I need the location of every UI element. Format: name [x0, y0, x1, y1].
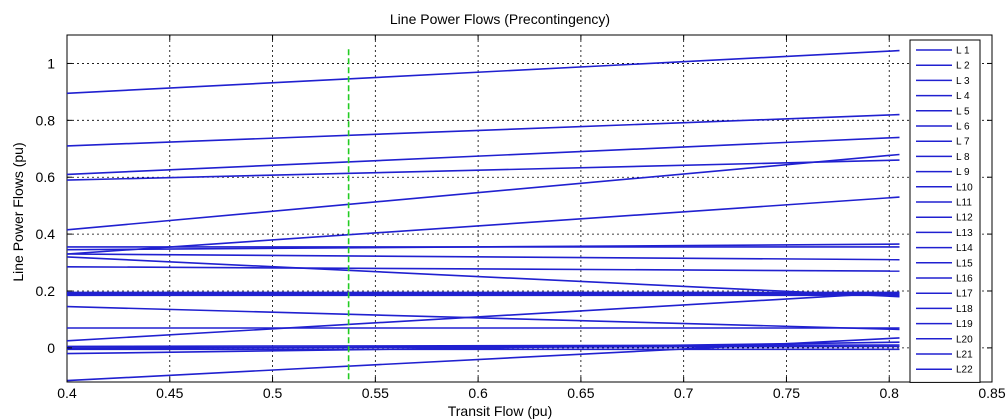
- series-line-l15: [66, 305, 900, 331]
- y-tick-label: 0.6: [36, 169, 56, 185]
- legend-entry-label: L 5: [956, 106, 970, 117]
- legend-entry-label: L16: [956, 274, 973, 285]
- x-tick-label: 0.75: [773, 385, 800, 401]
- x-tick-label: 0.4: [57, 385, 77, 401]
- legend-entry-label: L21: [956, 350, 973, 361]
- legend-entry-label: L 9: [956, 167, 970, 178]
- series-line-l10: [66, 256, 900, 298]
- x-tick-label: 0.55: [362, 385, 389, 401]
- legend-entry-label: L 6: [956, 122, 970, 133]
- grid: [67, 35, 992, 382]
- legend-entry-label: L 4: [956, 91, 970, 102]
- x-tick-label: 0.8: [879, 385, 899, 401]
- legend-entry-label: L22: [956, 365, 973, 376]
- y-axis-ticks: 0 0.2 0.4 0.6 0.8 1: [36, 55, 992, 356]
- plot-area-frame: [66, 34, 993, 383]
- legend-items: L 1 L 2 L 3 L 4 L 5 L 6 L 7 L 8 L 9 L10 L11 L12 L13 L…: [916, 46, 973, 376]
- series-line-l3: [66, 136, 900, 176]
- x-tick-label: 0.65: [567, 385, 594, 401]
- legend-entry-label: L 3: [956, 76, 970, 87]
- series-line-l6: [66, 196, 900, 255]
- y-tick-label: 0.8: [36, 112, 56, 128]
- series-line-l20: [66, 337, 900, 382]
- legend-entry-label: L18: [956, 304, 973, 315]
- legend-entry-label: L10: [956, 182, 973, 193]
- legend-entry-label: L14: [956, 243, 973, 254]
- x-axis-label: Transit Flow (pu): [448, 403, 553, 419]
- x-tick-label: 0.85: [978, 385, 1005, 401]
- legend-entry-label: L13: [956, 228, 973, 239]
- series-line-l11: [66, 265, 900, 272]
- legend-entry-label: L12: [956, 213, 973, 224]
- series-line-l19: [66, 341, 900, 355]
- series-line-l8: [66, 243, 900, 251]
- legend-entry-label: L11: [956, 198, 972, 209]
- x-tick-label: 0.7: [674, 385, 694, 401]
- legend-entry-label: L20: [956, 334, 973, 345]
- legend-entry-label: L19: [956, 319, 973, 330]
- y-tick-label: 0: [47, 340, 55, 356]
- legend-entry-label: L 2: [956, 61, 970, 72]
- series-lines: [66, 49, 900, 382]
- chart-title: Line Power Flows (Precontingency): [390, 11, 610, 27]
- series-line-l17: [66, 291, 900, 342]
- legend-entry-label: L 7: [956, 137, 970, 148]
- series-line-l2: [66, 113, 900, 147]
- series-line-l9: [66, 253, 900, 261]
- x-axis-ticks: 0.4 0.45 0.5 0.55 0.6 0.65 0.7 0.75 0.8 0.85: [57, 35, 1006, 401]
- series-line-l5: [66, 153, 900, 231]
- legend: L 1 L 2 L 3 L 4 L 5 L 6 L 7 L 8 L 9 L10 L11 L12 L13 L…: [909, 39, 981, 383]
- y-tick-label: 1: [47, 55, 55, 71]
- series-line-l1: [66, 49, 900, 95]
- legend-box: [909, 39, 981, 383]
- x-tick-label: 0.5: [263, 385, 283, 401]
- legend-entry-label: L15: [956, 258, 973, 269]
- series-line-l21: [66, 344, 900, 348]
- y-tick-label: 0.2: [36, 283, 56, 299]
- series-line-l4: [66, 159, 900, 181]
- y-tick-label: 0.4: [36, 226, 56, 242]
- legend-entry-label: L 1: [956, 46, 970, 57]
- legend-entry-label: L17: [956, 289, 973, 300]
- legend-entry-label: L 8: [956, 152, 970, 163]
- x-tick-label: 0.45: [156, 385, 183, 401]
- x-tick-label: 0.6: [468, 385, 488, 401]
- y-axis-label: Line Power Flows (pu): [10, 142, 26, 281]
